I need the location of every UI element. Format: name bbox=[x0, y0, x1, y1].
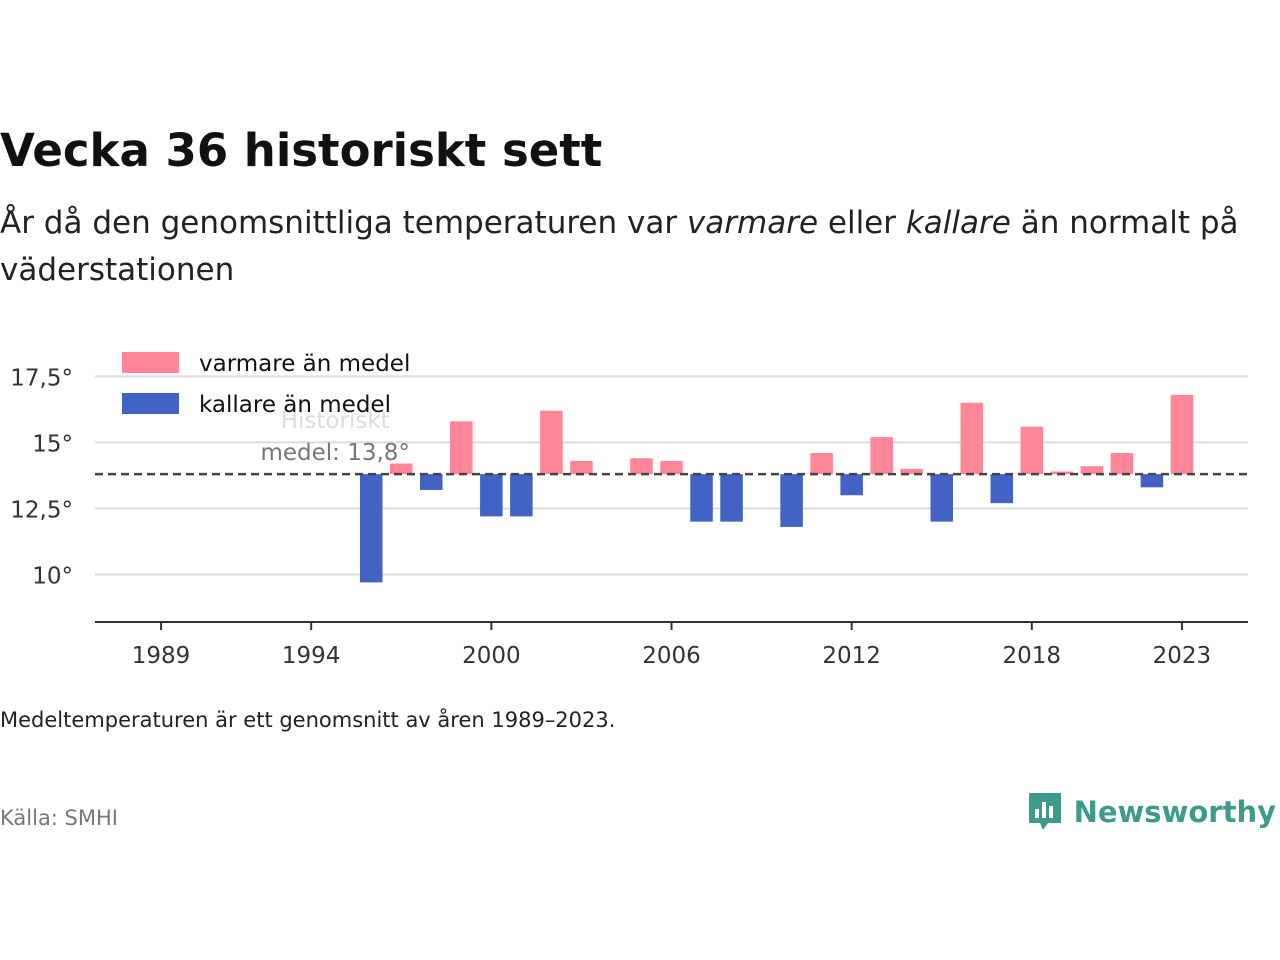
legend: varmare än medel kallare än medel bbox=[122, 351, 410, 418]
bar-2017 bbox=[990, 474, 1014, 504]
bar-2019 bbox=[1050, 471, 1074, 475]
baseline-label-line2: medel: 13,8° bbox=[260, 440, 409, 466]
bar-2006 bbox=[660, 460, 683, 475]
bar-2007 bbox=[690, 474, 713, 522]
x-tick-label: 2018 bbox=[1003, 643, 1062, 669]
baseline-label-line1: Historiskt bbox=[281, 408, 390, 434]
bar-1996 bbox=[359, 474, 383, 583]
subtitle-cold-word: kallare bbox=[905, 205, 1011, 241]
gridlines bbox=[95, 375, 1248, 576]
brand-name: Newsworthy bbox=[1073, 795, 1276, 829]
bar-2012 bbox=[840, 474, 863, 496]
x-tick-label: 2000 bbox=[462, 643, 521, 669]
bar-2000 bbox=[480, 474, 503, 517]
bar-2001 bbox=[510, 474, 533, 517]
bar-2003 bbox=[570, 460, 593, 475]
subtitle-text-2: eller bbox=[818, 205, 906, 241]
bar-2015 bbox=[930, 474, 953, 522]
x-tick-label: 2006 bbox=[642, 643, 701, 669]
bar-2018 bbox=[1020, 426, 1044, 475]
brand-logo: Newsworthy bbox=[1026, 790, 1276, 834]
y-tick-label: 12,5° bbox=[10, 497, 73, 523]
chart-subtitle: År då den genomsnittliga temperaturen va… bbox=[0, 200, 1240, 294]
bar-2002 bbox=[540, 410, 563, 475]
bar-1999 bbox=[450, 421, 473, 475]
bar-2016 bbox=[960, 402, 984, 475]
chart-title: Vecka 36 historiskt sett bbox=[0, 124, 603, 177]
subtitle-text-3: än normalt på väderstationen bbox=[0, 205, 1239, 288]
temperature-bar-chart: 10° 12,5° 15° 17,5° 1989 1994 2000 2006 2012 2018… bbox=[10, 351, 1248, 669]
bars bbox=[359, 394, 1194, 583]
bar-2021 bbox=[1110, 452, 1134, 475]
y-tick-label: 15° bbox=[32, 431, 73, 457]
footnote: Medeltemperaturen är ett genomsnitt av å… bbox=[0, 708, 616, 732]
legend-label-cold: kallare än medel bbox=[199, 392, 391, 418]
x-tick-label: 2023 bbox=[1153, 643, 1212, 669]
bar-2014 bbox=[900, 468, 923, 475]
subtitle-text-1: År då den genomsnittliga temperaturen va… bbox=[0, 205, 687, 241]
y-tick-label: 10° bbox=[32, 563, 73, 589]
legend-swatch-cold bbox=[122, 393, 179, 414]
bar-2008 bbox=[720, 474, 743, 522]
legend-label-warm: varmare än medel bbox=[199, 351, 410, 377]
subtitle-warm-word: varmare bbox=[686, 205, 819, 241]
bar-2022 bbox=[1140, 474, 1164, 488]
newsworthy-logo-icon bbox=[1028, 793, 1061, 830]
x-tick-label: 1989 bbox=[132, 643, 191, 669]
x-tick-label: 2012 bbox=[822, 643, 881, 669]
bar-1997 bbox=[390, 463, 413, 475]
bar-2011 bbox=[810, 452, 833, 475]
bar-2010 bbox=[780, 474, 803, 527]
bar-1998 bbox=[420, 474, 443, 490]
x-tick-label: 1994 bbox=[282, 643, 341, 669]
legend-swatch-warm bbox=[122, 352, 179, 373]
bar-2005 bbox=[630, 458, 653, 475]
bar-2023 bbox=[1170, 394, 1194, 475]
y-tick-label: 17,5° bbox=[10, 365, 73, 391]
axes: 10° 12,5° 15° 17,5° 1989 1994 2000 2006 2012 2018… bbox=[10, 365, 1248, 669]
bar-2013 bbox=[870, 437, 893, 475]
bar-2020 bbox=[1080, 466, 1104, 475]
source-text: Källa: SMHI bbox=[0, 806, 118, 830]
